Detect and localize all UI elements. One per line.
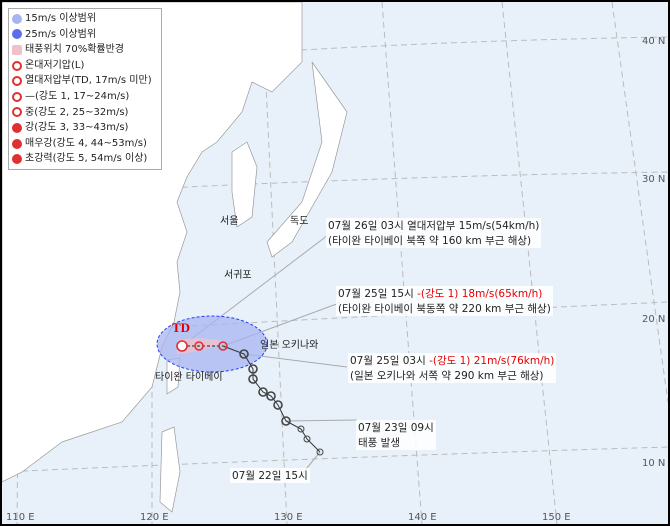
- lat-label: 20 N: [642, 314, 666, 325]
- lat-label: 40 N: [642, 36, 666, 47]
- track-point: [297, 425, 305, 433]
- legend-item: 15m/s 이상범위: [12, 11, 158, 27]
- lat-label: 30 N: [642, 174, 666, 185]
- legend-item: 강(강도 3, 33~43m/s): [12, 120, 158, 136]
- legend-label: 매우강(강도 4, 44~53m/s): [25, 137, 147, 149]
- legend-label: 열대저압부(TD, 17m/s 미만): [25, 75, 152, 87]
- td-icon: [12, 76, 22, 87]
- city-okinawa: 일본 오키나와: [260, 340, 319, 351]
- annotation-0723-09: 07월 23일 09시 태풍 발생: [356, 420, 436, 450]
- circle-light-blue-icon: [12, 13, 22, 24]
- legend-item: 열대저압부(TD, 17m/s 미만): [12, 73, 158, 89]
- legend-label: 25m/s 이상범위: [25, 28, 97, 40]
- lon-label: 140 E: [408, 512, 437, 523]
- track-point: [266, 391, 276, 401]
- extratropical-low-icon: [12, 60, 22, 71]
- past-track: [222, 345, 321, 453]
- annotation-0725-15: 07월 25일 15시 -(강도 1) 18m/s(65km/h) (타이완 타이…: [336, 286, 553, 316]
- lon-label: 120 E: [140, 512, 169, 523]
- legend-label: 초강력(강도 5, 54m/s 이상): [25, 153, 148, 165]
- legend-item: 25m/s 이상범위: [12, 27, 158, 43]
- legend-label: 온대저기압(L): [25, 59, 85, 71]
- legend-item: 초강력(강도 5, 54m/s 이상): [12, 151, 158, 167]
- track-point: [248, 374, 258, 384]
- legend-item: —(강도 1, 17~24m/s): [12, 89, 158, 105]
- typhoon-super-icon: [12, 154, 22, 165]
- track-point: [218, 341, 228, 351]
- legend-item: 중(강도 2, 25~32m/s): [12, 105, 158, 121]
- legend-label: 강(강도 3, 33~43m/s): [25, 122, 129, 134]
- track-point: [281, 416, 291, 426]
- track-point: [248, 364, 258, 374]
- legend-label: 중(강도 2, 25~32m/s): [25, 106, 129, 118]
- track-point: [303, 435, 311, 443]
- legend-label: —(강도 1, 17~24m/s): [25, 90, 130, 102]
- city-dokdo: 독도: [290, 216, 309, 227]
- annotation-0722-15: 07월 22일 15시: [230, 468, 310, 483]
- lon-label: 110 E: [6, 512, 35, 523]
- lon-label: 150 E: [542, 512, 571, 523]
- legend-item: 온대저기압(L): [12, 58, 158, 74]
- circle-pink-icon: [12, 44, 22, 55]
- legend-label: 태풍위치 70%확률반경: [25, 44, 125, 56]
- annotation-0725-03: 07월 25일 03시 -(강도 1) 21m/s(76km/h) (일본 오키나…: [348, 353, 557, 383]
- track-point: [316, 448, 324, 456]
- typhoon-medium-icon: [12, 107, 22, 118]
- annotation-0726-03: 07월 26일 03시 열대저압부 15m/s(54km/h) (타이완 타이베이…: [326, 218, 542, 248]
- td-label: TD: [172, 320, 191, 335]
- typhoon-weak-icon: [12, 91, 22, 102]
- track-point: [273, 400, 283, 410]
- typhoon-very-strong-icon: [12, 138, 22, 149]
- legend-item: 태풍위치 70%확률반경: [12, 42, 158, 58]
- city-taipei: 타이완 타이베이: [155, 372, 223, 383]
- track-point: [258, 387, 268, 397]
- legend-item: 매우강(강도 4, 44~53m/s): [12, 136, 158, 152]
- track-point: [194, 341, 204, 351]
- circle-blue-icon: [12, 29, 22, 40]
- city-seoul: 서울: [220, 216, 239, 227]
- city-seogwipo: 서귀포: [224, 270, 252, 281]
- td-marker: [176, 340, 188, 352]
- track-point: [239, 349, 249, 359]
- legend-label: 15m/s 이상범위: [25, 13, 97, 24]
- lon-label: 130 E: [274, 512, 303, 523]
- lat-label: 10 N: [642, 458, 666, 469]
- typhoon-strong-icon: [12, 122, 22, 133]
